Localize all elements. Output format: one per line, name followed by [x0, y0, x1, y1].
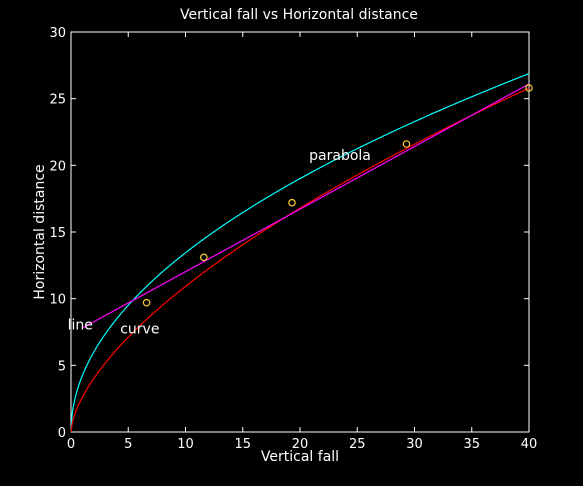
- annotation-label: parabola: [309, 148, 371, 164]
- x-tick-label: 10: [177, 437, 194, 452]
- marker-layer: [142, 84, 533, 307]
- y-tick-label: 20: [49, 159, 66, 174]
- series-layer: [70, 73, 530, 433]
- x-tick-label: 0: [67, 437, 75, 452]
- series-line-2: [82, 83, 530, 329]
- x-tick-label: 5: [124, 437, 132, 452]
- chart-title: Vertical fall vs Horizontal distance: [180, 7, 418, 23]
- y-tick-label: 15: [49, 226, 66, 241]
- data-point-marker: [142, 298, 151, 307]
- series-line-0: [70, 73, 530, 433]
- x-tick-label: 30: [406, 437, 423, 452]
- y-tick-label: 5: [58, 359, 66, 374]
- annotation-label: line: [68, 317, 93, 333]
- x-tick-label: 25: [349, 437, 366, 452]
- x-tick-label: 35: [463, 437, 480, 452]
- annotation-label: curve: [120, 321, 159, 337]
- y-tick-label: 0: [58, 426, 66, 441]
- y-axis-label: Horizontal distance: [32, 164, 48, 299]
- y-tick-label: 25: [49, 93, 66, 108]
- annotation-layer: parabola line curve: [68, 148, 371, 337]
- data-point-marker: [402, 140, 411, 148]
- data-point-marker: [200, 253, 208, 262]
- x-tick-label: 40: [521, 437, 538, 452]
- y-tick-label: 10: [49, 293, 66, 308]
- plot-area-frame: [70, 31, 530, 433]
- x-axis-label: Vertical fall: [261, 449, 339, 465]
- x-tick-label: 15: [234, 437, 251, 452]
- series-line-1: [70, 87, 530, 433]
- data-point-marker: [288, 198, 296, 207]
- axis-ticks: 0 5 10 15 20 25 30 35 40 0 5 10 15 20 25 30: [49, 26, 537, 452]
- y-tick-label: 30: [49, 26, 66, 41]
- x-tick-label: 20: [292, 437, 309, 452]
- data-point-marker: [525, 84, 533, 92]
